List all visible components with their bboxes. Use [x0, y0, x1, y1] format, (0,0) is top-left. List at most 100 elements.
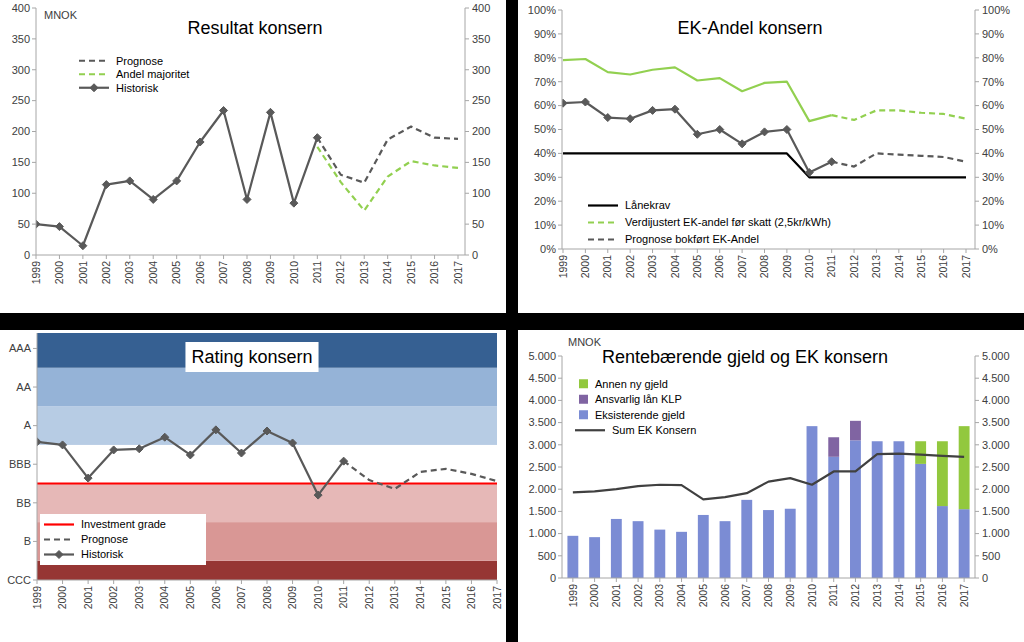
x-tick-label: 2013 — [870, 255, 882, 279]
x-tick — [854, 249, 855, 253]
x-tick-label: 2011 — [311, 261, 323, 284]
y-tick-label: 40% — [534, 147, 556, 159]
x-tick — [190, 580, 191, 584]
x-tick — [247, 255, 248, 259]
legend: PrognoseAndel majoritetHistorisk — [79, 55, 189, 94]
y2-tick — [465, 255, 469, 256]
y-tick-label: 300 — [12, 64, 30, 76]
line — [563, 153, 966, 177]
y2-tick-label: 70% — [982, 76, 1004, 88]
y2-tick — [975, 555, 979, 556]
x-tick-label: 2002 — [107, 586, 119, 610]
bar — [676, 532, 687, 578]
marker — [186, 451, 194, 459]
marker — [562, 99, 567, 107]
x-tick-label: 2000 — [588, 584, 600, 608]
y-tick-label: CCC — [7, 574, 31, 586]
y-tick-label: A — [24, 419, 32, 431]
marker — [313, 134, 321, 142]
y2-tick — [465, 162, 469, 163]
x-tick — [369, 580, 370, 584]
bar — [959, 426, 970, 509]
y2-tick-label: 10% — [982, 219, 1004, 231]
x-tick-label: 2014 — [414, 586, 426, 610]
x-tick — [966, 249, 967, 253]
y2-tick — [975, 249, 979, 250]
bar — [937, 506, 948, 578]
marker — [237, 449, 245, 457]
x-tick — [153, 255, 154, 259]
x-tick-label: 1999 — [557, 255, 569, 279]
y-tick-label: 4.500 — [528, 372, 556, 384]
x-tick-label: 2012 — [363, 586, 375, 610]
marker — [340, 457, 348, 465]
y2-tick — [975, 467, 979, 468]
plot-marks — [567, 421, 969, 578]
y2-tick — [975, 10, 979, 11]
bar — [611, 519, 622, 578]
legend: Investment gradePrognoseHistorisk — [40, 514, 206, 565]
x-tick — [164, 580, 165, 584]
x-tick — [942, 578, 943, 582]
x-tick-label: 2009 — [784, 584, 796, 608]
x-tick-label: 2008 — [241, 261, 253, 285]
x-tick — [809, 249, 810, 253]
y-tick-label: 20% — [534, 195, 556, 207]
x-tick — [62, 580, 63, 584]
legend-label: Prognose — [81, 533, 128, 545]
y-tick-label: 60% — [534, 99, 556, 111]
panel — [0, 0, 506, 313]
y-tick — [558, 378, 562, 379]
x-tick — [921, 249, 922, 253]
x-tick-label: 2004 — [147, 261, 159, 285]
y-tick-label: 90% — [534, 28, 556, 40]
x-tick — [630, 249, 631, 253]
legend-swatch — [44, 538, 74, 540]
y-tick — [558, 129, 562, 130]
x-tick-label: 1999 — [30, 261, 42, 285]
marker — [649, 106, 657, 114]
y2-tick — [975, 81, 979, 82]
y-tick-label: 350 — [12, 33, 30, 45]
x-tick-label: 2011 — [337, 586, 349, 609]
x-tick-label: 2001 — [601, 255, 613, 279]
x-tick-label: 2001 — [610, 584, 622, 608]
x-tick-label: 2017 — [452, 261, 464, 285]
y2-tick-label: 0 — [982, 572, 988, 584]
x-tick — [340, 255, 341, 259]
x-tick — [563, 249, 564, 253]
x-tick — [36, 255, 37, 259]
y-tick — [32, 131, 36, 132]
marker — [263, 427, 271, 435]
x-tick-label: 2007 — [736, 255, 748, 279]
marker — [716, 126, 724, 134]
y2-tick — [975, 422, 979, 423]
line — [317, 127, 458, 183]
marker — [161, 433, 169, 441]
y-tick — [32, 255, 36, 256]
x-tick — [343, 580, 344, 584]
x-tick — [497, 580, 498, 584]
y-tick-label: 0 — [24, 249, 30, 261]
title: EK-Andel konsern — [677, 18, 822, 38]
x-tick — [585, 249, 586, 253]
y2-tick — [975, 33, 979, 34]
x-tick-label: 2004 — [158, 586, 170, 610]
x-tick-label: 2015 — [440, 586, 452, 610]
y2-tick — [975, 105, 979, 106]
bar — [915, 464, 926, 578]
x-tick-label: 2003 — [123, 261, 135, 285]
y2-tick-label: 40% — [982, 147, 1004, 159]
rating-band — [37, 445, 497, 484]
x-tick-label: 2009 — [264, 261, 276, 285]
y-tick-label: 0% — [540, 243, 556, 255]
x-tick-label: 2013 — [388, 586, 400, 610]
x-tick — [681, 578, 682, 582]
y2-tick-label: 60% — [982, 99, 1004, 111]
y2-tick-label: 0 — [472, 249, 478, 261]
y-tick-label: 500 — [538, 550, 556, 562]
rating-band — [37, 368, 497, 407]
x-tick-label: 2003 — [646, 255, 658, 279]
y2-tick — [975, 533, 979, 534]
marker — [805, 169, 813, 177]
